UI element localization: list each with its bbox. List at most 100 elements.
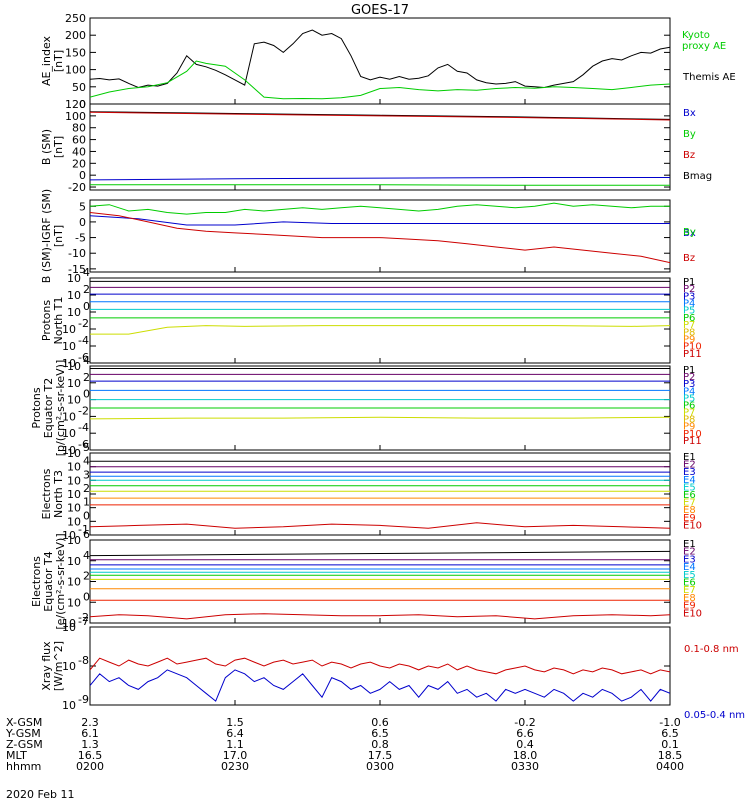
series-line-e1	[90, 550, 670, 557]
y-tick-label: 10	[67, 394, 81, 407]
y-axis-label: Electrons	[30, 556, 43, 607]
y-tick-exponent: 1	[83, 496, 90, 509]
legend-entry: E6	[683, 578, 696, 589]
y-tick-exponent: 6	[83, 528, 90, 541]
x-tick-value: 18.5	[658, 749, 683, 762]
x-tick-value: 18.0	[513, 749, 538, 762]
y-tick-label: -20	[68, 181, 86, 194]
legend-entry: E10	[683, 520, 702, 531]
legend-entry: E5	[683, 482, 696, 493]
y-tick-label: 10	[67, 488, 81, 501]
y-tick-label: 150	[65, 46, 86, 59]
y-tick-exponent: 0	[83, 300, 90, 313]
legend-entry: E2	[683, 547, 696, 558]
legend-entry: Kyoto	[682, 30, 710, 41]
y-tick-exponent: 2	[83, 371, 90, 384]
y-tick-label: 120	[65, 98, 86, 111]
legend-entry: E9	[683, 513, 696, 524]
legend-entry: E7	[683, 498, 696, 509]
legend-entry: P9	[683, 422, 695, 433]
y-tick-label: 200	[65, 29, 86, 42]
y-tick-label: 10	[67, 576, 81, 589]
legend-entry: proxy AE	[682, 41, 726, 52]
y-tick-label: -10	[68, 247, 86, 260]
x-tick-value: 1.5	[226, 716, 244, 729]
legend-entry: Bz	[683, 253, 695, 264]
x-tick-value: 6.1	[81, 727, 99, 740]
chart-title: GOES-17	[351, 3, 409, 18]
legend-entry: 0.1-0.8 nm	[684, 644, 739, 655]
legend-entry: Bz	[683, 150, 695, 161]
legend-entry: P3	[683, 291, 695, 302]
y-tick-exponent: 4	[83, 455, 90, 468]
y-tick-exponent: -9	[78, 693, 89, 706]
series-line-bz	[90, 212, 670, 264]
y-tick-label: 10	[62, 427, 76, 440]
y-axis-label: Xray flux	[40, 641, 53, 691]
y-tick-exponent: 0	[83, 509, 90, 522]
legend-entry: P10	[683, 342, 702, 353]
y-tick-exponent: 0	[83, 590, 90, 603]
legend-entry: P1	[683, 277, 695, 288]
x-tick-value: 6.6	[516, 727, 534, 740]
x-tick-value: 16.5	[78, 749, 103, 762]
y-tick-label: 250	[65, 12, 86, 25]
y-tick-exponent: -2	[78, 317, 89, 330]
legend-entry: By	[683, 129, 696, 140]
x-tick-value: 17.5	[368, 749, 393, 762]
legend-entry: E8	[683, 505, 696, 516]
y-tick-label: 10	[62, 617, 76, 630]
x-tick-value: 0300	[366, 760, 394, 773]
legend-entry: P2	[683, 284, 695, 295]
y-tick-exponent: -2	[78, 404, 89, 417]
panel-frame	[89, 199, 671, 273]
y-tick-label: 10	[62, 621, 76, 634]
legend-entry: P11	[683, 349, 702, 360]
legend-entry: E5	[683, 570, 696, 581]
y-axis-label: B (SM)	[40, 129, 53, 165]
x-tick-value: 0.8	[371, 738, 389, 751]
y-tick-exponent: -8	[78, 654, 89, 667]
x-tick-value: 17.0	[223, 749, 248, 762]
series-line-bmag	[90, 111, 670, 120]
y-tick-exponent: 4	[83, 266, 90, 279]
series-line-0-1-0-8-nm	[90, 657, 670, 675]
x-row-label: hhmm	[6, 760, 41, 773]
y-tick-label: 10	[62, 699, 76, 712]
legend-entry: P1	[683, 365, 695, 376]
legend-entry: P6	[683, 313, 695, 324]
y-tick-exponent: -2	[78, 611, 89, 624]
legend-entry: P8	[683, 415, 695, 426]
legend-entry: E1	[683, 539, 696, 550]
series-line-e10	[90, 613, 670, 620]
legend-entry: P2	[683, 372, 695, 383]
y-tick-exponent: -4	[78, 421, 89, 434]
series-line-by	[90, 202, 670, 215]
y-tick-exponent: 0	[83, 388, 90, 401]
y-tick-exponent: 2	[83, 570, 90, 583]
y-axis-label: North T1	[52, 297, 65, 345]
y-tick-label: 0	[79, 169, 86, 182]
legend-entry: P7	[683, 408, 695, 419]
legend-entry: Bx	[683, 228, 696, 239]
legend-entry: P10	[683, 429, 702, 440]
y-tick-label: 10	[67, 377, 81, 390]
y-axis-label: Equator T2	[42, 378, 55, 438]
y-tick-label: 10	[67, 360, 81, 373]
y-tick-exponent: 5	[83, 441, 90, 454]
panel-frame	[89, 277, 671, 364]
x-tick-value: 6.5	[661, 727, 679, 740]
y-axis-label: Equator T4	[42, 551, 55, 611]
legend-entry: Themis AE	[682, 72, 736, 83]
series-line-themis-ae	[90, 29, 670, 89]
y-tick-label: 40	[72, 145, 86, 158]
y-tick-label: 60	[72, 134, 86, 147]
y-tick-label: 10	[67, 515, 81, 528]
legend-entry: E2	[683, 460, 696, 471]
